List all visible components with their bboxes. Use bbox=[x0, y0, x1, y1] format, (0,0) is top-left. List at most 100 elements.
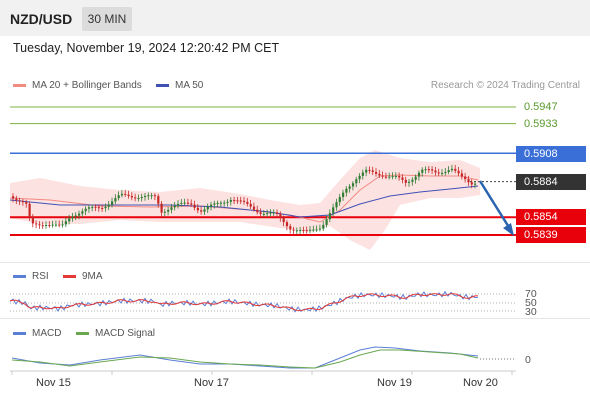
ma50-swatch bbox=[156, 83, 169, 87]
support-1-label: 0.5854 bbox=[516, 209, 586, 225]
rsi-ma-label: 9MA bbox=[82, 271, 103, 282]
last-price-label: 0.5884 bbox=[516, 174, 586, 190]
candle bbox=[338, 197, 341, 203]
chart-datetime: Tuesday, November 19, 2024 12:20:42 PM C… bbox=[13, 41, 280, 55]
candle bbox=[15, 198, 18, 201]
candle bbox=[35, 223, 38, 225]
candle bbox=[345, 188, 348, 193]
candle bbox=[219, 202, 223, 204]
candle bbox=[229, 200, 232, 202]
candle bbox=[246, 201, 249, 204]
candle bbox=[114, 198, 117, 202]
candle bbox=[101, 207, 104, 209]
candle bbox=[305, 230, 308, 232]
candle bbox=[365, 169, 368, 173]
candle bbox=[414, 176, 417, 180]
candle bbox=[239, 200, 242, 202]
candle bbox=[457, 170, 460, 174]
candle bbox=[312, 229, 315, 231]
candle bbox=[375, 171, 378, 174]
legend-rsi-ma: 9MA bbox=[63, 271, 103, 282]
candle bbox=[97, 207, 100, 209]
candle bbox=[434, 170, 437, 173]
macd-swatch bbox=[13, 331, 26, 335]
candle bbox=[200, 210, 203, 212]
candle bbox=[252, 206, 256, 210]
candle bbox=[437, 172, 440, 174]
candle bbox=[226, 201, 229, 203]
candle bbox=[368, 169, 371, 171]
candle bbox=[223, 202, 226, 204]
candle bbox=[21, 201, 25, 203]
candle bbox=[130, 196, 133, 198]
candle bbox=[84, 208, 87, 212]
candle bbox=[31, 216, 34, 224]
legend-rsi: RSI bbox=[13, 271, 49, 282]
candle bbox=[371, 170, 374, 172]
x-label-nov19: Nov 19 bbox=[377, 377, 412, 389]
candle bbox=[147, 195, 150, 197]
candle bbox=[163, 211, 166, 213]
candle bbox=[173, 205, 176, 208]
candle bbox=[210, 204, 213, 207]
resistance-3-label: 0.5947 bbox=[524, 101, 558, 113]
candle bbox=[157, 196, 160, 204]
candle bbox=[68, 218, 71, 222]
candle bbox=[444, 172, 447, 174]
legend-ma50-label: MA 50 bbox=[175, 80, 204, 91]
candle bbox=[144, 196, 147, 198]
candle bbox=[140, 197, 143, 199]
symbol-title: NZD/USD bbox=[10, 11, 73, 27]
candle bbox=[342, 192, 345, 198]
candle bbox=[361, 172, 364, 176]
candle bbox=[177, 203, 180, 206]
candle bbox=[137, 197, 140, 199]
forecast-arrow bbox=[478, 180, 512, 230]
candle bbox=[18, 200, 21, 202]
candle bbox=[266, 213, 269, 215]
candle bbox=[467, 179, 470, 183]
candle bbox=[328, 213, 331, 220]
ma50-line bbox=[9, 185, 479, 218]
candle bbox=[150, 195, 153, 197]
rsi-label: RSI bbox=[32, 271, 49, 282]
candle bbox=[391, 176, 394, 178]
macd-zero-tick: 0 bbox=[525, 354, 531, 366]
candle bbox=[262, 213, 265, 215]
macd-label: MACD bbox=[32, 328, 62, 339]
rsi-separator bbox=[0, 262, 590, 263]
candle bbox=[384, 176, 388, 178]
candle bbox=[117, 195, 120, 199]
candle bbox=[460, 173, 463, 177]
candle bbox=[394, 175, 397, 177]
candle bbox=[388, 176, 391, 178]
candle bbox=[282, 217, 285, 223]
candle bbox=[61, 224, 64, 226]
candle bbox=[111, 201, 114, 205]
macd-signal-line bbox=[11, 349, 479, 369]
candle bbox=[28, 203, 31, 217]
candle bbox=[71, 216, 74, 219]
research-credit: Research © 2024 Trading Central bbox=[430, 80, 580, 91]
candle bbox=[243, 200, 246, 202]
candle bbox=[180, 202, 183, 204]
candle bbox=[427, 169, 430, 171]
rsi-tick-50: 50 bbox=[525, 297, 537, 309]
candle bbox=[213, 203, 216, 205]
candle bbox=[25, 201, 28, 204]
legend-macd-signal: MACD Signal bbox=[76, 328, 155, 339]
x-label-nov17: Nov 17 bbox=[194, 377, 229, 389]
candle bbox=[193, 204, 196, 208]
candle bbox=[74, 215, 77, 217]
candle bbox=[332, 207, 335, 214]
candle bbox=[381, 175, 384, 177]
macd-signal-label: MACD Signal bbox=[95, 328, 156, 339]
candle bbox=[279, 213, 282, 218]
candle bbox=[318, 228, 322, 230]
candle bbox=[441, 172, 444, 174]
candle bbox=[94, 206, 97, 208]
candle bbox=[474, 183, 477, 185]
timeframe-button[interactable]: 30 MIN bbox=[82, 7, 132, 31]
candle bbox=[183, 202, 186, 204]
